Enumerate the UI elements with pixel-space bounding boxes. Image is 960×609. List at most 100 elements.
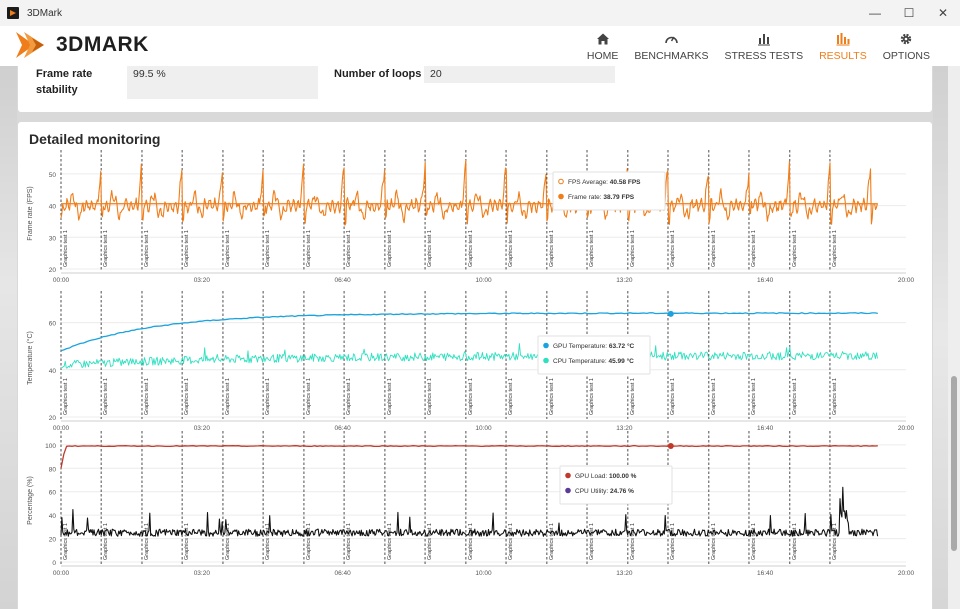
test-marker-label: Graphics test 1: [306, 523, 312, 560]
test-marker-label: Graphics test 1: [832, 378, 838, 415]
gear-icon: [899, 31, 913, 47]
test-marker-label: Graphics test 1: [549, 230, 555, 267]
test-marker-label: Graphics test 1: [184, 523, 190, 560]
x-tick-label: 10:00: [475, 425, 492, 432]
background-panel-left: [0, 66, 17, 609]
x-tick-label: 13:20: [616, 277, 633, 284]
app-icon: [7, 7, 19, 19]
nav-options[interactable]: OPTIONS: [875, 26, 938, 62]
test-marker-label: Graphics test 1: [468, 523, 474, 560]
test-marker-label: Graphics test 1: [346, 378, 352, 415]
x-tick-label: 00:00: [53, 277, 70, 284]
test-marker-label: Graphics test 1: [427, 230, 433, 267]
window-controls: — ☐ ✕: [858, 0, 960, 26]
legend-value: 24.76 %: [610, 488, 634, 495]
test-marker-label: Graphics test 1: [346, 523, 352, 560]
app-logo[interactable]: 3DMARK: [14, 30, 149, 60]
test-marker-label: Graphics test 1: [63, 523, 69, 560]
legend-swatch: [565, 472, 571, 479]
legend-value: 40.58 FPS: [610, 179, 641, 186]
test-marker-label: Graphics test 1: [225, 230, 231, 267]
test-marker-label: Graphics test 1: [103, 523, 109, 560]
gauge-icon: [664, 31, 679, 47]
test-marker-label: Graphics test 1: [711, 523, 717, 560]
legend-value: 63.72 °C: [609, 342, 635, 350]
test-marker-label: Graphics test 1: [387, 378, 393, 415]
legend-swatch: [558, 178, 564, 185]
scrollbar-thumb[interactable]: [951, 376, 957, 551]
legend-label: FPS Average: 40.58 FPS: [568, 179, 641, 186]
x-tick-label: 03:20: [194, 570, 211, 577]
test-marker-label: Graphics test 1: [265, 378, 271, 415]
y-tick-label: 60: [49, 321, 57, 328]
results-stats-card: Frame rate stability 99.5 % Number of lo…: [18, 66, 932, 112]
x-tick-label: 13:20: [616, 570, 633, 577]
test-marker-label: Graphics test 1: [144, 378, 150, 415]
legend-swatch: [543, 342, 549, 349]
nav-home-label: HOME: [586, 50, 619, 62]
y-tick-label: 30: [49, 235, 57, 242]
test-marker-label: Graphics test 1: [306, 378, 312, 415]
logo-text: 3DMARK: [56, 33, 149, 56]
chart-tooltip: [559, 465, 673, 505]
close-button[interactable]: ✕: [937, 6, 949, 20]
test-marker-label: Graphics test 1: [144, 230, 150, 267]
test-marker-label: Graphics test 1: [387, 523, 393, 560]
home-icon: [596, 31, 610, 47]
test-marker-label: Graphics test 1: [346, 230, 352, 267]
test-marker-label: Graphics test 1: [508, 378, 514, 415]
test-marker-label: Graphics test 1: [144, 523, 150, 560]
x-tick-label: 00:00: [53, 425, 70, 432]
legend-label: CPU Temperature: 45.99 °C: [553, 357, 634, 365]
y-tick-label: 40: [49, 368, 57, 375]
main-nav: HOME BENCHMARKS STRESS TESTS RESULTS OPT…: [579, 26, 938, 66]
test-marker-label: Graphics test 1: [265, 523, 271, 560]
y-axis-label: Temperature (°C): [26, 331, 34, 385]
nav-home[interactable]: HOME: [579, 26, 627, 62]
test-marker-label: Graphics test 1: [630, 378, 636, 415]
test-marker-label: Graphics test 1: [792, 378, 798, 415]
nav-stress-tests[interactable]: STRESS TESTS: [717, 26, 812, 62]
logo-chevron-icon: [16, 32, 44, 58]
gpu-temp-highlight-point: [667, 310, 674, 317]
test-marker-label: Graphics test 1: [832, 523, 838, 560]
chart-tooltip: [552, 171, 666, 211]
test-marker-label: Graphics test 1: [427, 378, 433, 415]
test-marker-label: Graphics test 1: [711, 230, 717, 267]
content-area: Frame rate stability 99.5 % Number of lo…: [0, 66, 960, 609]
legend-swatch: [543, 357, 549, 364]
nav-benchmarks-label: BENCHMARKS: [634, 50, 709, 62]
nav-results[interactable]: RESULTS: [811, 26, 875, 62]
test-marker-label: Graphics test 1: [265, 230, 271, 267]
y-tick-label: 50: [49, 172, 57, 179]
test-marker-label: Graphics test 1: [508, 230, 514, 267]
test-marker-label: Graphics test 1: [468, 378, 474, 415]
nav-benchmarks[interactable]: BENCHMARKS: [626, 26, 716, 62]
frame-rate-stability-value: 99.5 %: [127, 66, 318, 99]
series-gpu-load: [60, 445, 878, 469]
test-marker-label: Graphics test 1: [225, 378, 231, 415]
x-tick-label: 20:00: [898, 277, 915, 284]
nav-options-label: OPTIONS: [882, 50, 930, 62]
series-cpu-utility: [60, 486, 879, 537]
series-gpu-temperature: [60, 312, 878, 352]
series-cpu-temperature: [60, 343, 878, 369]
maximize-button[interactable]: ☐: [903, 6, 915, 20]
test-marker-label: Graphics test 1: [184, 378, 190, 415]
window-title-bar: 3DMark — ☐ ✕: [0, 0, 960, 26]
test-marker-label: Graphics test 1: [630, 230, 636, 267]
x-tick-label: 16:40: [757, 570, 774, 577]
test-marker-label: Graphics test 1: [751, 378, 757, 415]
legend-value: 45.99 °C: [609, 357, 635, 365]
x-tick-label: 20:00: [898, 425, 915, 432]
x-tick-label: 16:40: [757, 425, 774, 432]
results-bars-icon: [836, 31, 850, 47]
legend-swatch: [558, 193, 564, 200]
x-tick-label: 06:40: [335, 425, 352, 432]
scrollbar[interactable]: [948, 66, 960, 609]
legend-swatch: [565, 487, 571, 494]
test-marker-label: Graphics test 1: [387, 230, 393, 267]
test-marker-label: Graphics test 1: [427, 523, 433, 560]
minimize-button[interactable]: —: [869, 6, 881, 20]
x-tick-label: 06:40: [335, 277, 352, 284]
